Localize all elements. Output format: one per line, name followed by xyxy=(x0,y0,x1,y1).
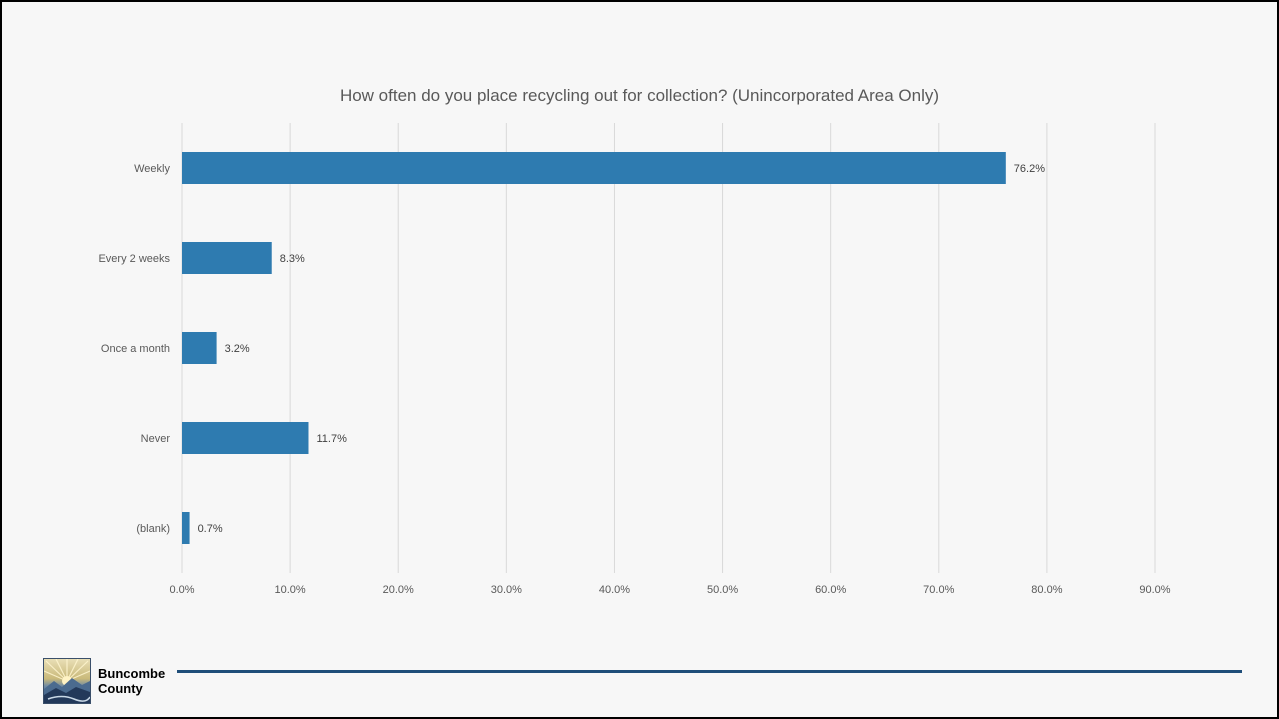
bars xyxy=(182,152,1006,544)
bar xyxy=(182,152,1006,184)
category-label: Every 2 weeks xyxy=(98,253,170,265)
labels: 0.0% 10.0% 20.0% 30.0% 40.0% 50.0% 60.0% 70.0% 8… xyxy=(98,163,1170,596)
footer-divider xyxy=(177,670,1242,673)
x-tick-label: 70.0% xyxy=(923,584,954,596)
category-label: (blank) xyxy=(136,523,170,535)
data-label: 8.3% xyxy=(280,253,305,265)
x-tick-label: 30.0% xyxy=(491,584,522,596)
data-label: 11.7% xyxy=(316,433,347,445)
brand-line-1: Buncombe xyxy=(98,666,166,681)
category-label: Never xyxy=(141,433,171,445)
x-tick-label: 10.0% xyxy=(275,584,306,596)
brand-name: Buncombe County xyxy=(98,666,165,696)
category-label: Once a month xyxy=(101,343,170,355)
x-tick-label: 80.0% xyxy=(1031,584,1062,596)
x-tick-label: 90.0% xyxy=(1139,584,1170,596)
bar xyxy=(182,242,272,274)
bar xyxy=(182,512,190,544)
category-label: Weekly xyxy=(134,163,170,175)
bar xyxy=(182,422,309,454)
county-logo xyxy=(43,658,91,704)
mountain-sun-icon xyxy=(44,659,90,703)
data-label: 76.2% xyxy=(1014,163,1045,175)
x-tick-label: 0.0% xyxy=(169,584,194,596)
data-label: 3.2% xyxy=(225,343,250,355)
x-tick-label: 40.0% xyxy=(599,584,630,596)
bar xyxy=(182,332,217,364)
data-label: 0.7% xyxy=(198,523,223,535)
brand-line-2: County xyxy=(98,681,143,696)
gridlines xyxy=(181,123,1156,573)
chart-title: How often do you place recycling out for… xyxy=(339,86,940,105)
x-tick-label: 20.0% xyxy=(383,584,414,596)
x-tick-label: 60.0% xyxy=(815,584,846,596)
x-tick-label: 50.0% xyxy=(707,584,738,596)
